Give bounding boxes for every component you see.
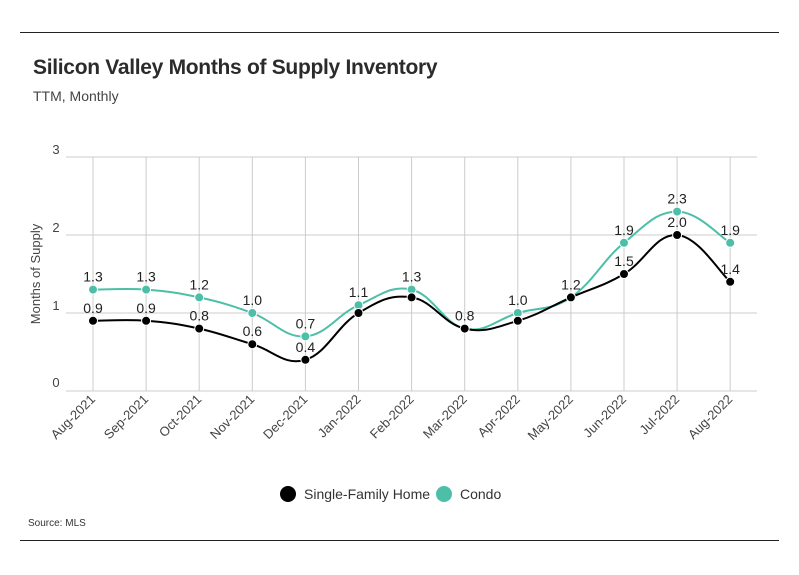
data-point-condo: [619, 237, 629, 248]
y-tick-label: 0: [52, 375, 59, 390]
data-label-single-family: 0.4: [296, 339, 316, 355]
chart-title: Silicon Valley Months of Supply Inventor…: [33, 56, 438, 79]
data-point-condo: [88, 284, 98, 295]
x-tick-label: May-2022: [525, 392, 576, 443]
data-label-condo: 1.2: [561, 276, 581, 292]
x-tick-label: Mar-2022: [420, 392, 470, 442]
data-point-single-family: [88, 315, 98, 326]
data-label-condo: 1.0: [508, 292, 528, 308]
data-label-condo: 1.9: [614, 222, 634, 238]
x-tick-label: Aug-2021: [48, 392, 98, 442]
data-point-single-family: [300, 354, 311, 365]
x-tick-label: Jul-2022: [636, 392, 682, 438]
data-label-condo: 1.3: [83, 269, 103, 285]
top-rule: [20, 32, 779, 33]
data-point-single-family: [672, 230, 683, 240]
legend-marker-condo: [436, 486, 452, 502]
data-point-condo: [194, 292, 205, 303]
data-label-condo: 1.3: [136, 269, 156, 285]
data-point-single-family: [141, 315, 152, 326]
x-tick-label: Sep-2021: [101, 392, 151, 442]
y-axis-label: Months of Supply: [28, 223, 43, 324]
y-tick-label: 1: [52, 298, 59, 313]
data-point-condo: [725, 237, 736, 248]
x-tick-label: Jan-2022: [315, 392, 364, 441]
legend-label-single-family: Single-Family Home: [304, 486, 430, 502]
y-tick-label: 2: [52, 220, 59, 235]
data-point-single-family: [247, 339, 258, 350]
data-point-condo: [141, 284, 152, 295]
data-label-condo: 1.2: [189, 276, 209, 292]
data-label-condo: 0.8: [455, 308, 475, 324]
data-point-single-family: [406, 292, 417, 303]
data-point-single-family: [194, 323, 205, 334]
legend-label-condo: Condo: [460, 486, 501, 502]
data-label-single-family: 1.5: [614, 253, 634, 269]
x-tick-label: Feb-2022: [367, 392, 417, 442]
data-label-condo: 0.7: [296, 315, 316, 331]
x-tick-label: Oct-2021: [156, 392, 204, 440]
data-label-single-family: 0.8: [189, 308, 209, 324]
x-tick-label: Jun-2022: [580, 392, 629, 441]
data-point-single-family: [619, 269, 629, 279]
data-label-single-family: 0.9: [136, 300, 156, 316]
x-tick-label: Nov-2021: [207, 392, 257, 442]
source-note: Source: MLS: [28, 518, 86, 529]
data-point-single-family: [353, 308, 364, 318]
data-label-single-family: 2.0: [667, 214, 687, 230]
data-label-condo: 1.9: [720, 222, 740, 238]
data-point-single-family: [512, 315, 523, 326]
x-tick-label: Apr-2022: [474, 392, 522, 440]
bottom-rule: [20, 540, 779, 541]
data-label-single-family: 0.6: [243, 323, 263, 339]
data-point-single-family: [565, 292, 576, 303]
data-label-single-family: 1.4: [720, 261, 740, 277]
x-tick-label: Aug-2022: [685, 392, 735, 442]
data-point-condo: [247, 308, 258, 318]
legend-marker-single-family: [280, 486, 296, 502]
x-tick-label: Dec-2021: [260, 392, 310, 442]
y-tick-label: 3: [52, 142, 59, 157]
data-label-condo: 1.1: [349, 284, 369, 300]
data-label-condo: 1.3: [402, 269, 422, 285]
data-point-condo: [300, 331, 311, 342]
data-label-condo: 1.0: [243, 292, 263, 308]
data-point-single-family: [725, 276, 736, 287]
data-point-single-family: [459, 323, 470, 334]
data-label-condo: 2.3: [667, 191, 687, 207]
chart-subtitle: TTM, Monthly: [33, 88, 119, 104]
data-point-condo: [672, 206, 683, 217]
data-label-single-family: 0.9: [83, 300, 103, 316]
